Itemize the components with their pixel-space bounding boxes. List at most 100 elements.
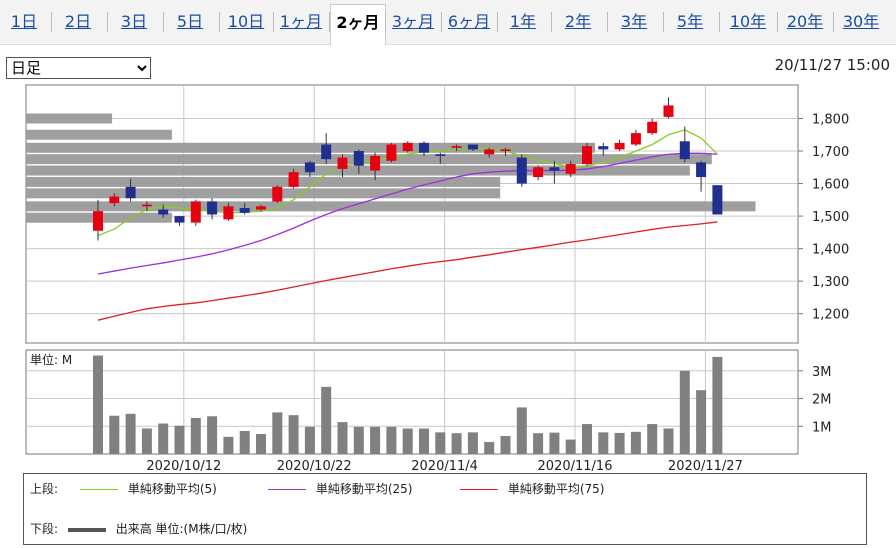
- volume-bar: [109, 415, 120, 454]
- tab-3[interactable]: 5日: [176, 12, 204, 31]
- candle-body: [614, 142, 625, 150]
- tab-1[interactable]: 2日: [64, 12, 92, 31]
- volume-profile-bar: [26, 129, 172, 140]
- ma5-line: [97, 129, 718, 237]
- volume-bar: [402, 428, 413, 454]
- volume-bar: [304, 426, 315, 454]
- volume-bar: [549, 432, 560, 454]
- candle-body: [223, 206, 234, 220]
- tab-separator: [329, 12, 330, 32]
- price-tick-label: 1,700: [812, 145, 849, 160]
- candle-body: [533, 167, 544, 178]
- candle-body: [174, 216, 185, 223]
- volume-bar: [582, 424, 592, 454]
- volume-profile-bar: [26, 201, 756, 212]
- volume-tick-label: 1M: [812, 420, 832, 435]
- tab-2[interactable]: 3日: [120, 12, 148, 31]
- volume-bar: [484, 442, 495, 454]
- volume-bar: [386, 426, 397, 454]
- volume-bar: [207, 416, 218, 454]
- tab-separator: [551, 12, 552, 32]
- ma25-line: [97, 152, 718, 275]
- x-tick-label: 2020/11/4: [411, 459, 478, 474]
- tab-11[interactable]: 3年: [620, 12, 648, 31]
- candle-body: [402, 142, 413, 152]
- price-tick-label: 1,300: [812, 275, 849, 290]
- volume-bar: [663, 428, 674, 454]
- candle-body: [93, 211, 103, 231]
- candle-body: [565, 164, 576, 174]
- x-tick-label: 2020/11/16: [538, 459, 613, 474]
- tab-9[interactable]: 1年: [509, 12, 537, 31]
- chart-legend: 上段: 単純移動平均(5) 単純移動平均(25) 単純移動平均(75) 下段: …: [23, 473, 867, 545]
- tab-0[interactable]: 1日: [10, 12, 38, 31]
- tab-separator: [497, 12, 498, 32]
- candle-body: [696, 162, 707, 178]
- tab-14[interactable]: 20年: [786, 12, 824, 31]
- volume-bar: [500, 435, 511, 454]
- tab-separator: [833, 12, 834, 32]
- tab-8[interactable]: 6ヶ月: [447, 12, 491, 31]
- volume-unit-label: 単位: M: [30, 352, 72, 367]
- tab-15[interactable]: 30年: [842, 12, 880, 31]
- volume-bar: [174, 425, 185, 454]
- tab-7[interactable]: 3ヶ月: [391, 12, 435, 31]
- ma5-swatch: [80, 489, 118, 490]
- candle-body: [158, 209, 169, 215]
- candle-body: [288, 172, 299, 187]
- volume-bar: [435, 432, 446, 454]
- tab-4[interactable]: 10日: [227, 12, 265, 31]
- candle-body: [321, 144, 332, 160]
- tab-separator: [607, 12, 608, 32]
- tab-separator: [441, 12, 442, 32]
- volume-bar: [272, 412, 283, 454]
- candle-body: [370, 155, 381, 171]
- candle-body: [598, 146, 609, 150]
- volume-bar: [141, 428, 152, 454]
- candle-body: [125, 186, 136, 199]
- price-tick-label: 1,200: [812, 308, 849, 323]
- volume-bar: [353, 426, 364, 454]
- tab-5[interactable]: 1ヶ月: [279, 12, 323, 31]
- volume-bar: [370, 426, 381, 454]
- x-tick-label: 2020/11/27: [668, 459, 743, 474]
- volume-bar: [337, 422, 348, 454]
- candle-body: [435, 154, 446, 156]
- volume-bar: [565, 439, 576, 454]
- volume-bar: [419, 428, 429, 454]
- tab-10[interactable]: 2年: [564, 12, 592, 31]
- ma25-legend-label: 単純移動平均(25): [315, 482, 413, 496]
- volume-legend-label: 出来高 単位:(M株/口/枚): [115, 522, 248, 536]
- candle-body: [239, 207, 250, 213]
- candle-body: [353, 151, 364, 166]
- volume-profile-bar: [26, 142, 596, 153]
- ma75-line: [97, 221, 718, 321]
- lower-label: 下段:: [30, 522, 59, 536]
- price-tick-label: 1,500: [812, 210, 849, 225]
- volume-bar: [516, 407, 527, 454]
- tab-separator: [385, 12, 386, 32]
- candle-body: [500, 149, 511, 152]
- volume-swatch: [67, 527, 106, 532]
- price-tick-label: 1,800: [812, 113, 849, 128]
- candle-body: [630, 133, 641, 145]
- chart-type-select[interactable]: 日足: [6, 57, 151, 79]
- volume-bar: [239, 430, 250, 454]
- ma5-legend-label: 単純移動平均(5): [127, 482, 217, 496]
- ma25-swatch: [268, 489, 306, 490]
- upper-label: 上段:: [30, 482, 59, 496]
- candle-body: [337, 157, 348, 169]
- ma75-legend-label: 単純移動平均(75): [507, 482, 605, 496]
- tab-12[interactable]: 5年: [676, 12, 704, 31]
- price-tick-label: 1,400: [812, 243, 849, 258]
- candle-body: [304, 162, 315, 173]
- tab-separator: [219, 12, 220, 32]
- tab-separator: [273, 12, 274, 32]
- candle-body: [647, 121, 658, 134]
- tab-13[interactable]: 10年: [729, 12, 767, 31]
- candle-body: [582, 146, 592, 165]
- volume-bar: [679, 370, 690, 454]
- price-tick-label: 1,600: [812, 178, 849, 193]
- tab-6[interactable]: 2ヶ月: [330, 4, 386, 45]
- tab-separator: [777, 12, 778, 32]
